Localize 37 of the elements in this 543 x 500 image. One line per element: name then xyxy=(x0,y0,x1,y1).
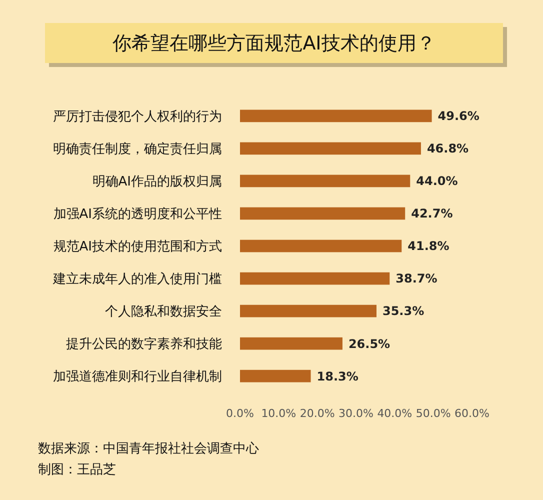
bar xyxy=(240,240,402,252)
bar xyxy=(240,207,406,220)
bar xyxy=(240,174,410,188)
bar xyxy=(240,272,390,285)
bar xyxy=(240,370,311,382)
bar xyxy=(240,110,432,122)
x-tick-label: 50.0% xyxy=(416,406,451,420)
chart-title: 你希望在哪些方面规范AI技术的使用？ xyxy=(112,32,436,55)
text: 制图：王品芝 xyxy=(38,462,116,478)
x-tick-label: 20.0% xyxy=(300,406,335,420)
y-tick-label: 加强道德准则和行业自律机制 xyxy=(53,370,222,385)
data-label: 38.7% xyxy=(396,272,438,286)
y-tick-label: 提升公民的数字素养和技能 xyxy=(66,336,222,352)
x-tick-label: 60.0% xyxy=(454,406,490,420)
y-tick-label: 规范AI技术的使用范围和方式 xyxy=(53,238,222,255)
y-tick-label: 个人隐私和数据安全 xyxy=(105,304,222,320)
y-tick-label: 严厉打击侵犯个人权利的行为 xyxy=(53,109,222,124)
y-tick-label: 加强AI系统的透明度和公平性 xyxy=(53,206,222,222)
data-label: 42.7% xyxy=(411,206,453,221)
data-label: 35.3% xyxy=(382,304,424,318)
data-label: 46.8% xyxy=(426,142,469,156)
y-tick-label: 明确AI作品的版权归属 xyxy=(92,174,222,190)
data-label: 44.0% xyxy=(416,174,458,188)
x-tick-label: 10.0% xyxy=(261,406,296,420)
y-tick-label: 建立未成年人的准入使用门槛 xyxy=(52,271,222,288)
x-tick-label: 0.0% xyxy=(226,406,254,420)
data-label: 41.8% xyxy=(408,239,450,254)
y-tick-label: 明确责任制度，确定责任归属 xyxy=(53,141,222,157)
x-tick-label: 30.0% xyxy=(338,406,374,420)
data-label: 49.6% xyxy=(438,109,480,124)
data-label: 26.5% xyxy=(348,336,390,351)
source-note: 数据来源：中国青年报社社会调查中心 xyxy=(38,440,259,457)
data-label: 18.3% xyxy=(316,369,358,384)
bar xyxy=(240,337,342,350)
bar xyxy=(240,142,421,155)
x-tick-label: 40.0% xyxy=(377,406,412,420)
bar xyxy=(240,304,376,318)
